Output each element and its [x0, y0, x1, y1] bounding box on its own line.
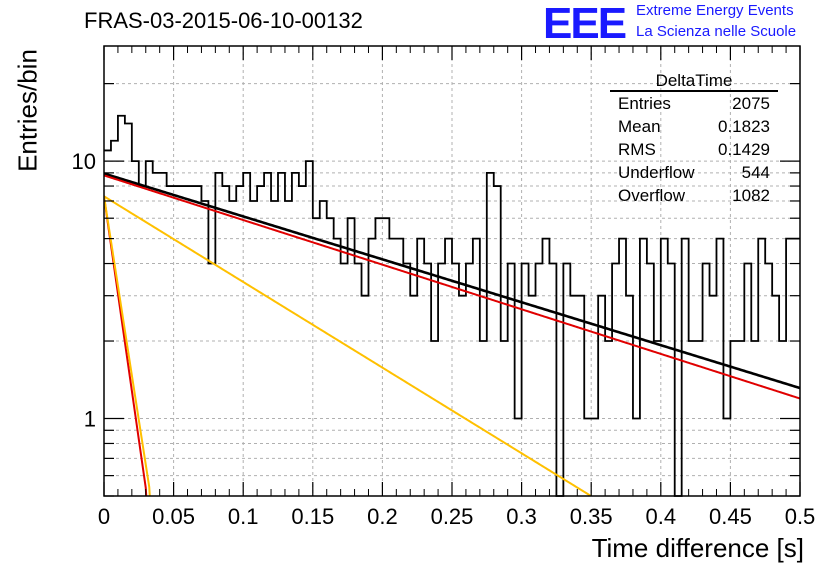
x-tick-label: 0.45: [709, 504, 752, 529]
stats-row-underflow: Underflow 544: [610, 161, 778, 184]
stats-title: DeltaTime: [610, 72, 778, 92]
stats-row-entries: Entries 2075: [610, 92, 778, 115]
y-tick-label: 1: [84, 407, 96, 432]
stats-box: DeltaTime Entries 2075 Mean 0.1823 RMS 0…: [610, 72, 778, 207]
x-tick-label: 0.35: [570, 504, 613, 529]
x-tick-label: 0.15: [291, 504, 334, 529]
stats-label: Underflow: [618, 163, 695, 182]
stats-value: 0.1823: [718, 117, 770, 136]
logo-line-2: La Scienza nelle Scuole: [636, 23, 797, 40]
x-tick-label: 0.3: [506, 504, 537, 529]
eee-logo: EEE: [543, 0, 627, 48]
stats-value: 1082: [732, 186, 770, 205]
fit-curve-fast-yellow: [104, 196, 151, 496]
x-tick-label: 0.05: [152, 504, 195, 529]
y-axis-label: Entries/bin: [12, 49, 43, 172]
x-tick-label: 0: [98, 504, 110, 529]
stats-row-rms: RMS 0.1429: [610, 138, 778, 161]
y-tick-label: 10: [72, 149, 96, 174]
stats-row-overflow: Overflow 1082: [610, 184, 778, 207]
x-tick-label: 0.1: [228, 504, 259, 529]
x-tick-label: 0.2: [367, 504, 398, 529]
x-tick-label: 0.25: [431, 504, 474, 529]
stats-row-mean: Mean 0.1823: [610, 115, 778, 138]
stats-label: Entries: [618, 94, 671, 113]
stats-label: RMS: [618, 140, 656, 159]
x-tick-label: 0.5: [785, 504, 816, 529]
stats-value: 2075: [732, 94, 770, 113]
stats-value: 0.1429: [718, 140, 770, 159]
chart-title: FRAS-03-2015-06-10-00132: [84, 8, 363, 33]
fit-curve-total: [104, 172, 800, 390]
x-axis-label: Time difference [s]: [591, 533, 804, 563]
stats-label: Mean: [618, 117, 661, 136]
x-tick-label: 0.4: [646, 504, 677, 529]
fit-curve-slow: [104, 174, 800, 400]
logo-line-1: Extreme Energy Events: [636, 2, 794, 19]
stats-label: Overflow: [618, 186, 686, 205]
fit-curve-medium: [104, 195, 591, 496]
stats-value: 544: [741, 163, 770, 182]
